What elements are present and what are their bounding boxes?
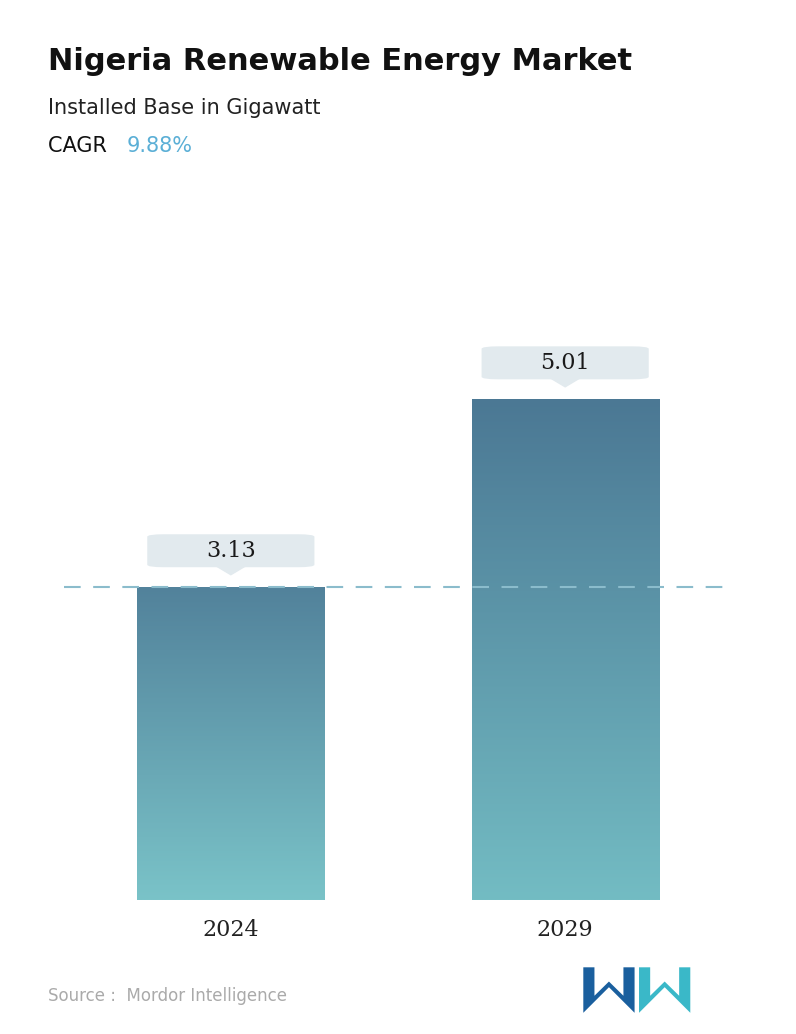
Text: Nigeria Renewable Energy Market: Nigeria Renewable Energy Market (48, 47, 632, 75)
Text: 5.01: 5.01 (540, 352, 590, 374)
Polygon shape (583, 968, 634, 1013)
Text: 9.88%: 9.88% (127, 136, 193, 156)
FancyBboxPatch shape (147, 535, 314, 568)
Polygon shape (214, 565, 248, 575)
Text: CAGR: CAGR (48, 136, 113, 156)
FancyBboxPatch shape (482, 346, 649, 379)
Text: Installed Base in Gigawatt: Installed Base in Gigawatt (48, 98, 320, 118)
Polygon shape (548, 376, 582, 387)
Text: Source :  Mordor Intelligence: Source : Mordor Intelligence (48, 987, 287, 1005)
Text: 3.13: 3.13 (206, 540, 256, 561)
Polygon shape (639, 968, 690, 1013)
